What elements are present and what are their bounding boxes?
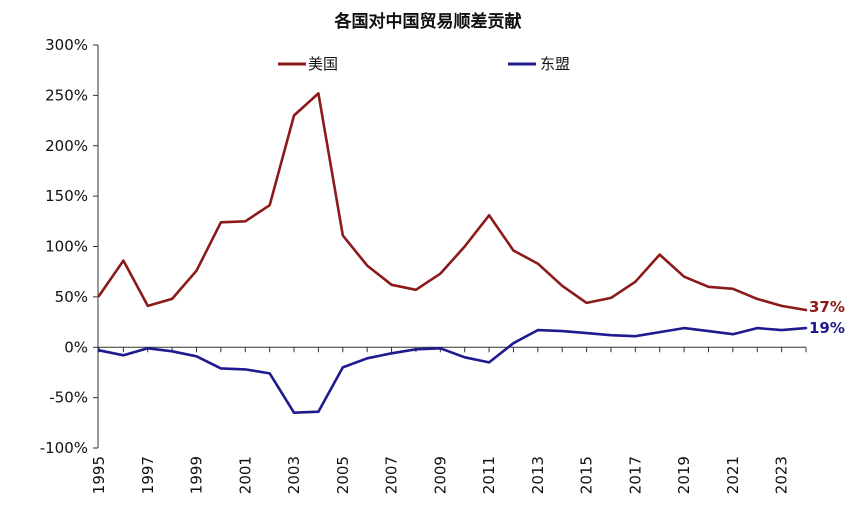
end-labels: 37%19% — [809, 298, 845, 337]
legend-label-us: 美国 — [308, 55, 338, 73]
series-line-us — [97, 92, 808, 312]
x-tick-label: 2003 — [285, 456, 303, 494]
x-tick-label: 2007 — [383, 456, 401, 494]
y-tick-label: 50% — [55, 288, 88, 306]
x-tick-label: 2015 — [578, 456, 596, 494]
end-label-us: 37% — [809, 298, 845, 316]
end-label-asean: 19% — [809, 319, 845, 337]
x-tick-label: 2001 — [236, 456, 254, 494]
axes — [97, 45, 806, 448]
x-tick-label: 2017 — [626, 456, 644, 494]
x-tick-label: 2011 — [480, 456, 498, 494]
y-tick-label: 200% — [45, 137, 88, 155]
x-tick-label: 2005 — [334, 456, 352, 494]
x-tick-label: 1997 — [139, 456, 157, 494]
y-tick-label: -50% — [49, 389, 88, 407]
y-tick-label: 100% — [45, 238, 88, 256]
x-tick-label: 2021 — [724, 456, 742, 494]
y-tick-label: 250% — [45, 86, 88, 104]
x-tick-label: 2013 — [529, 456, 547, 494]
legend-label-asean: 东盟 — [540, 55, 570, 73]
y-axis-ticks: -100% -50% 0% 50% 100% 150% 200% 250% 300% — [40, 36, 98, 457]
x-tick-label: 1995 — [90, 456, 108, 494]
x-axis-ticks: 1995 1997 1999 2001 2003 2005 2007 2009 2011 2013… — [90, 347, 807, 494]
chart-title: 各国对中国贸易顺差贡献 — [334, 11, 522, 32]
series-lines — [97, 92, 808, 415]
y-tick-label: 0% — [64, 338, 88, 356]
x-tick-label: 2009 — [431, 456, 449, 494]
series-line-asean — [97, 326, 808, 415]
y-tick-label: -100% — [40, 439, 88, 457]
x-tick-label: 1999 — [188, 456, 206, 494]
x-tick-label: 2019 — [675, 456, 693, 494]
x-tick-label: 2023 — [773, 456, 791, 494]
y-tick-label: 300% — [45, 36, 88, 54]
y-tick-label: 150% — [45, 187, 88, 205]
legend: 美国 东盟 — [278, 55, 570, 73]
